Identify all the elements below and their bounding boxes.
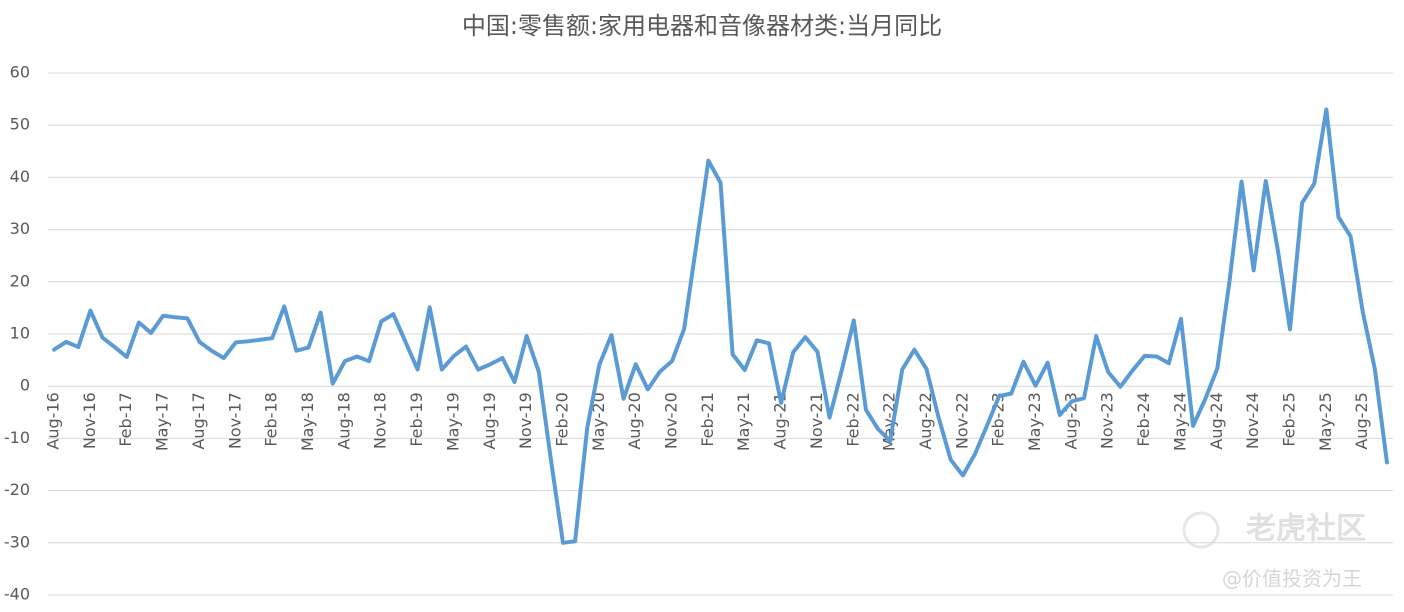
x-tick-label: Aug-22 <box>916 392 935 449</box>
x-tick-label: Nov-24 <box>1243 392 1262 449</box>
y-tick-label: 40 <box>10 167 30 186</box>
x-tick-label: Feb-18 <box>262 392 281 446</box>
data-line <box>52 107 1389 545</box>
chart-title: 中国:零售额:家用电器和音像器材类:当月同比 <box>462 12 942 40</box>
x-tick-label: May-17 <box>153 392 172 451</box>
x-tick-label: Nov-19 <box>516 392 535 449</box>
x-tick-label: May-19 <box>443 392 462 451</box>
x-tick-label: Nov-16 <box>80 392 99 449</box>
x-tick-label: May-20 <box>589 392 608 451</box>
x-tick-label: Aug-21 <box>771 392 790 449</box>
watermark-logo <box>1182 511 1220 549</box>
watermark-brand: 老虎社区 <box>1246 512 1366 547</box>
x-tick-label: Aug-16 <box>44 392 63 449</box>
y-tick-label: 60 <box>10 63 30 82</box>
y-tick-label: 10 <box>10 324 30 343</box>
x-tick-label: Feb-21 <box>698 392 717 446</box>
x-tick-label: May-21 <box>734 392 753 451</box>
x-tick-label: Feb-20 <box>552 392 571 446</box>
watermark-author: @价值投资为王 <box>1222 567 1362 591</box>
x-tick-label: Nov-17 <box>225 392 244 449</box>
x-tick-label: Feb-25 <box>1280 392 1299 446</box>
x-tick-label: May-25 <box>1316 392 1335 451</box>
x-tick-label: Nov-18 <box>371 392 390 449</box>
x-tick-label: Nov-22 <box>952 392 971 449</box>
x-tick-label: May-23 <box>1025 392 1044 451</box>
x-tick-label: Nov-20 <box>662 392 681 449</box>
x-tick-label: Feb-22 <box>843 392 862 446</box>
x-tick-label: May-18 <box>298 392 317 451</box>
y-tick-label: 30 <box>10 219 30 238</box>
x-tick-label: Feb-24 <box>1134 392 1153 446</box>
x-tick-label: Aug-25 <box>1352 392 1371 449</box>
y-tick-label: 20 <box>10 271 30 290</box>
x-tick-label: Aug-19 <box>480 392 499 449</box>
y-tick-label: -30 <box>4 532 30 551</box>
x-tick-label: Feb-17 <box>116 392 135 446</box>
x-tick-label: Feb-19 <box>407 392 426 446</box>
x-tick-label: May-24 <box>1170 392 1189 451</box>
x-tick-label: Aug-17 <box>189 392 208 449</box>
y-tick-label: -40 <box>4 585 30 604</box>
y-tick-label: -20 <box>4 480 30 499</box>
x-tick-label: Aug-20 <box>625 392 644 449</box>
y-tick-label: 50 <box>10 115 30 134</box>
x-tick-label: Aug-24 <box>1207 392 1226 449</box>
y-tick-label: 0 <box>20 376 30 395</box>
x-tick-label: Nov-23 <box>1098 392 1117 449</box>
y-tick-label: -10 <box>4 428 30 447</box>
x-tick-label: Nov-21 <box>807 392 826 449</box>
x-tick-label: Aug-18 <box>334 392 353 449</box>
